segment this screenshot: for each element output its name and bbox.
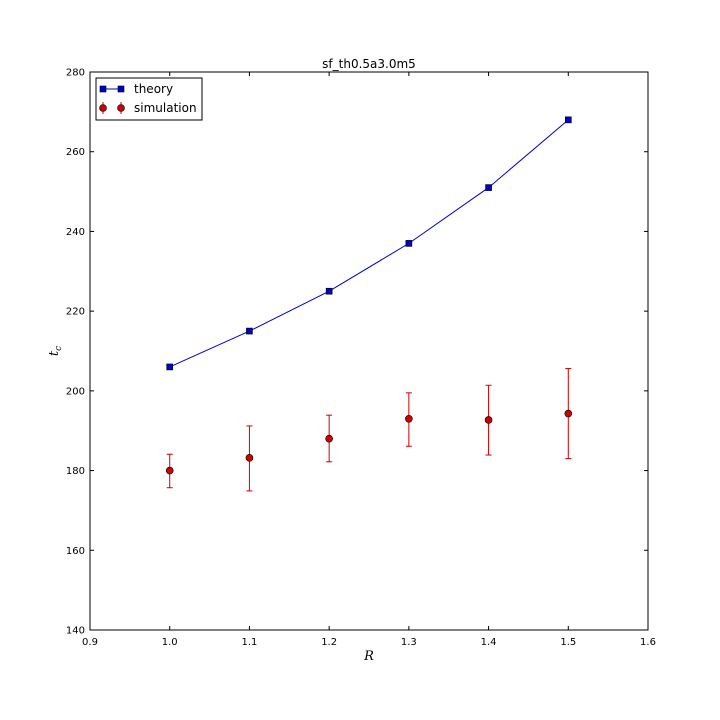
theory-point — [485, 184, 492, 191]
y-tick-label: 140 — [66, 626, 85, 637]
theory-line — [169, 119, 569, 368]
simulation-point — [564, 409, 573, 418]
theory-point — [166, 363, 174, 371]
legend: theory simulation — [95, 77, 203, 121]
y-tick-labels: 140 160 180 200 220 240 260 280 — [66, 68, 85, 637]
legend-simulation-marker-left — [99, 104, 107, 112]
simulation-point — [484, 416, 493, 424]
x-tick-label: 1.6 — [640, 637, 656, 648]
legend-item-simulation: simulation — [99, 101, 197, 115]
legend-theory-marker-right — [117, 85, 125, 93]
svg-text:tc: tc — [47, 346, 64, 356]
x-tick-label: 1.5 — [560, 637, 576, 648]
theory-point — [405, 240, 413, 247]
legend-box — [95, 77, 203, 121]
y-tick-label: 240 — [66, 227, 85, 238]
simulation-point — [325, 434, 333, 443]
theory-point — [246, 327, 253, 335]
x-tick-label: 1.0 — [162, 637, 178, 648]
chart-title: sf_th0.5a3.0m5 — [322, 57, 416, 71]
x-tick-label: 1.1 — [241, 637, 257, 648]
y-axis-label-main: t — [47, 350, 62, 356]
x-tick-label: 0.9 — [82, 637, 98, 648]
x-tick-label: 1.3 — [401, 637, 417, 648]
simulation-point — [245, 454, 254, 462]
theory-point — [325, 287, 333, 295]
series-simulation — [165, 368, 573, 492]
axis-ticks — [89, 71, 649, 631]
x-axis-label: R — [363, 649, 374, 664]
x-tick-label: 1.2 — [321, 637, 337, 648]
y-tick-label: 260 — [66, 147, 85, 158]
legend-simulation-label: simulation — [134, 101, 197, 115]
legend-simulation-marker-right — [117, 104, 125, 112]
theory-point — [564, 116, 572, 124]
y-tick-label: 280 — [66, 68, 85, 79]
simulation-point — [165, 466, 174, 475]
y-tick-label: 220 — [66, 307, 85, 318]
legend-theory-marker-left — [99, 85, 107, 93]
legend-item-theory: theory — [99, 82, 173, 96]
y-tick-label: 180 — [66, 466, 85, 477]
series-theory — [166, 116, 572, 371]
y-tick-label: 200 — [66, 386, 85, 397]
simulation-point — [405, 414, 413, 423]
y-axis-label: tc — [47, 346, 64, 356]
y-axis-label-sub: c — [54, 346, 64, 351]
legend-theory-label: theory — [134, 82, 173, 96]
series-layer — [165, 116, 573, 492]
x-tick-label: 1.4 — [481, 637, 497, 648]
y-tick-label: 160 — [66, 546, 85, 557]
x-tick-labels: 0.9 1.0 1.1 1.2 1.3 1.4 1.5 1.6 — [82, 637, 656, 648]
plot-area — [89, 71, 649, 631]
